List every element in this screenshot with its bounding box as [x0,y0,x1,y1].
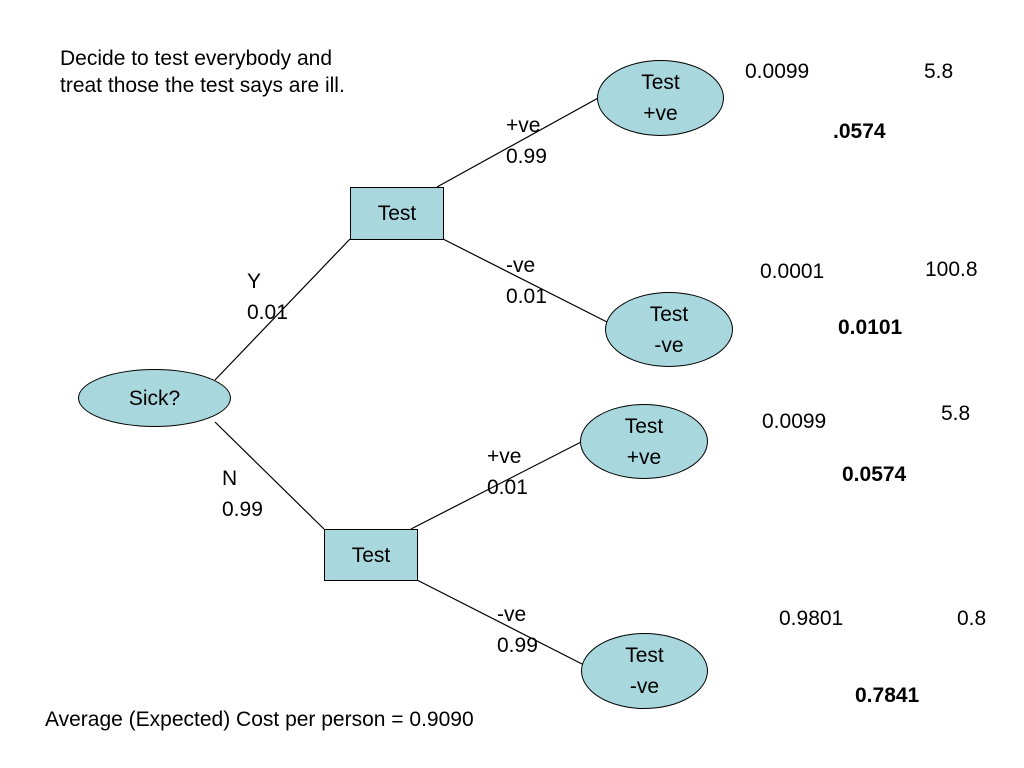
outcome-2-weighted-cost: 0.0101 [838,316,903,339]
outcome-4-probability: 0.9801 [779,607,844,630]
branch-label-no: N 0.99 [222,463,263,525]
branch-label-yes-negative: -ve 0.01 [506,250,547,312]
edge-test-y-to-leaf2 [442,238,608,323]
leaf-4-line-1: Test [625,644,664,667]
leaf-2-line-2: -ve [654,333,684,357]
outcome-1-cost: 5.8 [924,60,954,83]
branch-no-prob: 0.99 [222,498,263,521]
leaf-1-line-2: +ve [643,102,678,125]
outcome-3-probability: 0.0099 [762,410,827,433]
expected-cost-summary: Average (Expected) Cost per person = 0.9… [45,708,474,731]
outcome-3-cost: 5.8 [941,402,971,425]
leaf-node-4-test-negative: Test -ve [581,633,708,709]
root-node-label: Sick? [128,386,181,410]
leaf-1-line-1: Test [641,71,680,94]
leaf-node-3-test-positive: Test +ve [580,404,708,479]
branch-label-no-negative: -ve 0.99 [497,599,538,661]
branch-yes-positive-prob: 0.99 [506,145,547,168]
leaf-node-2-test-negative: Test -ve [605,292,733,367]
edge-root-to-test-n [214,421,325,530]
branch-label-yes-positive: +ve 0.99 [506,110,547,172]
branch-yes-name: Y [247,270,262,293]
test-node-no-branch: Test [324,529,418,581]
outcome-4-cost: 0.8 [957,607,987,630]
leaf-3-line-2: +ve [626,445,662,469]
branch-yes-positive-name: +ve [506,114,541,137]
branch-no-name: N [222,467,238,490]
outcome-4-weighted-cost: 0.7841 [855,684,920,707]
outcome-3-weighted-cost: 0.0574 [842,463,907,486]
outcome-2-cost: 100.8 [925,258,978,281]
outcome-1-weighted-cost: .0574 [833,120,886,143]
intro-text: Decide to test everybody and treat those… [60,45,345,99]
test-node-yes-branch: Test [350,187,444,240]
intro-line-1: Decide to test everybody and [60,47,332,70]
outcome-1-probability: 0.0099 [745,60,810,83]
leaf-4-line-2: -ve [629,675,660,698]
root-node-sick: Sick? [78,369,231,427]
edge-root-to-test-y [214,238,351,381]
outcome-2-probability: 0.0001 [760,260,825,283]
branch-yes-prob: 0.01 [247,301,288,324]
branch-label-yes: Y 0.01 [247,266,288,328]
edge-test-y-to-leaf1 [436,96,601,188]
edge-test-n-to-leaf4 [416,579,585,666]
test-node-yes-label: Test [377,202,417,225]
branch-no-positive-name: +ve [487,445,522,468]
branch-no-positive-prob: 0.01 [487,476,528,499]
test-node-no-label: Test [351,543,391,567]
leaf-node-1-test-positive: Test +ve [597,60,724,136]
branch-no-negative-prob: 0.99 [497,634,538,657]
edge-test-n-to-leaf3 [410,439,586,530]
leaf-3-line-1: Test [624,414,664,438]
branch-label-no-positive: +ve 0.01 [487,441,528,503]
leaf-2-line-1: Test [649,302,689,326]
branch-yes-negative-prob: 0.01 [506,285,547,308]
branch-yes-negative-name: -ve [506,254,536,277]
intro-line-2: treat those the test says are ill. [60,74,345,97]
branch-no-negative-name: -ve [497,603,527,626]
